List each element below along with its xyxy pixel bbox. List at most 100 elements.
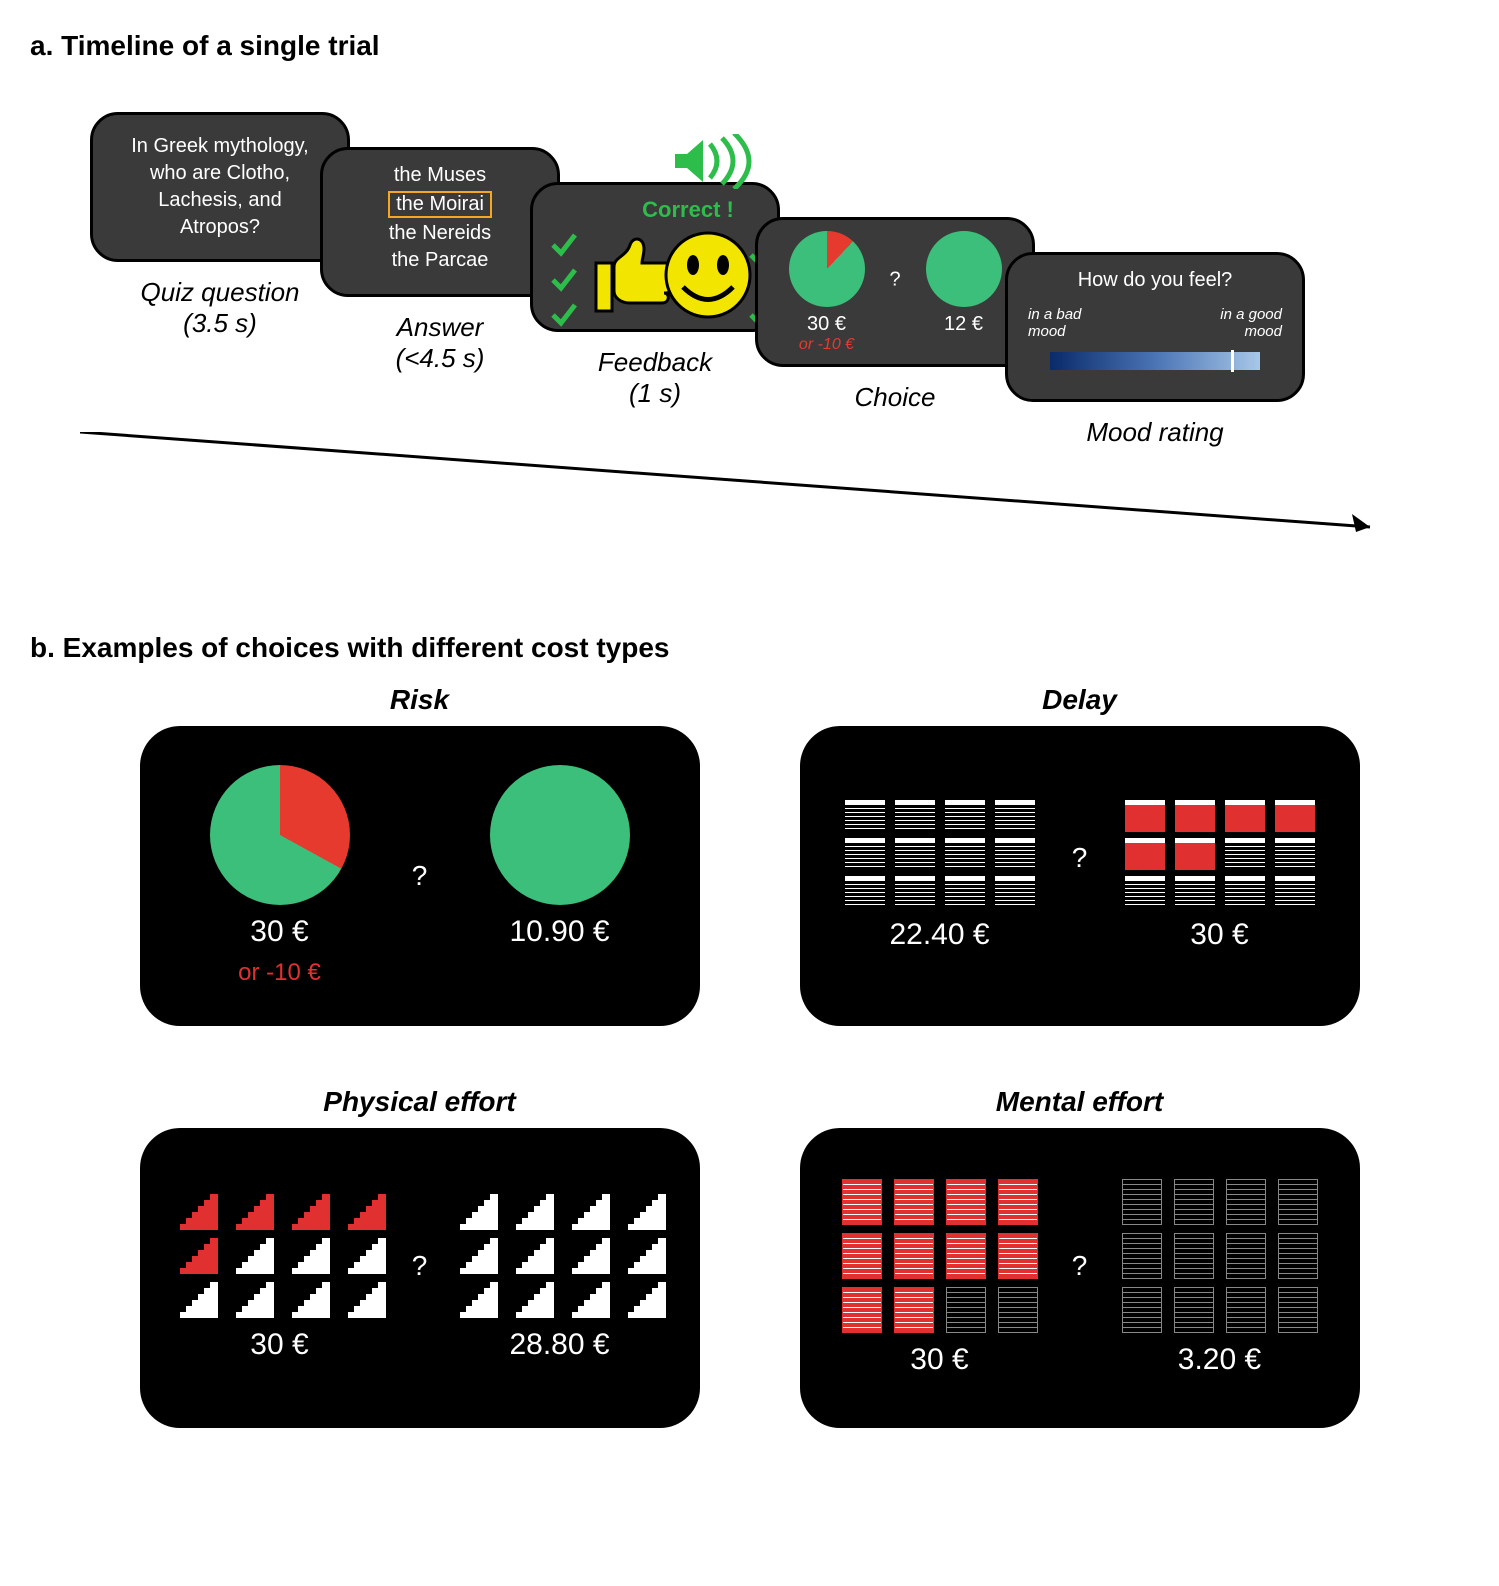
calendar-icon [1225, 876, 1265, 908]
staircase-icon [174, 1238, 218, 1274]
mental-card: 30 € ? 3.20 € [800, 1128, 1360, 1428]
quiz-label: Quiz question(3.5 s) [120, 277, 320, 339]
staircase-icon [286, 1282, 330, 1318]
calendar-icon [845, 876, 885, 908]
staircase-icon [566, 1238, 610, 1274]
page-icon [1122, 1233, 1162, 1279]
physical-item: Physical effort 30 € ? 28.80 € [140, 1086, 700, 1428]
calendar-icon [1175, 800, 1215, 832]
risk-item: Risk 30 € or -10 € ? 10.90 € [140, 684, 700, 1026]
choice-card: 30 € or -10 € ? 12 € [755, 217, 1035, 367]
risk-right-pie [490, 765, 630, 905]
page-icon [842, 1287, 882, 1333]
calendar-icon [1275, 800, 1315, 832]
page-icon [842, 1233, 882, 1279]
page-icon [946, 1233, 986, 1279]
page-icon [998, 1179, 1038, 1225]
mental-left-value: 30 € [910, 1343, 968, 1377]
physical-left-value: 30 € [250, 1328, 308, 1362]
staircase-icon [342, 1282, 386, 1318]
answer-option: the Parcae [323, 247, 557, 274]
calendar-icon [895, 838, 935, 870]
mood-slider[interactable] [1050, 352, 1260, 370]
timeline-arrow [80, 432, 1400, 552]
calendar-icon [1225, 800, 1265, 832]
risk-right-value: 10.90 € [509, 915, 609, 949]
staircase-icon [510, 1238, 554, 1274]
panel-b: b. Examples of choices with different co… [30, 632, 1469, 1428]
page-icon [1174, 1233, 1214, 1279]
mental-title: Mental effort [996, 1086, 1164, 1118]
svg-text:Correct !: Correct ! [642, 197, 734, 222]
physical-right-value: 28.80 € [509, 1328, 609, 1362]
delay-left-value: 22.40 € [889, 918, 989, 952]
panel-b-heading: b. Examples of choices with different co… [30, 632, 1469, 664]
panel-a: In Greek mythology, who are Clotho, Lach… [30, 82, 1469, 602]
page-icon [1122, 1179, 1162, 1225]
page-icon [1174, 1179, 1214, 1225]
calendar-icon [995, 876, 1035, 908]
quiz-card: In Greek mythology, who are Clotho, Lach… [90, 112, 350, 262]
staircase-icon [622, 1238, 666, 1274]
staircase-icon [342, 1238, 386, 1274]
delay-left-grid [845, 800, 1035, 908]
staircase-icon [622, 1194, 666, 1230]
physical-left-grid [174, 1194, 386, 1318]
answer-option: the Muses [323, 162, 557, 189]
choice-left-alt: or -10 € [758, 336, 895, 354]
physical-right-grid [454, 1194, 666, 1318]
answer-label: Answer(<4.5 s) [360, 312, 520, 374]
calendar-icon [1125, 800, 1165, 832]
staircase-icon [230, 1238, 274, 1274]
page-icon [998, 1287, 1038, 1333]
calendar-icon [1275, 838, 1315, 870]
delay-title: Delay [1042, 684, 1117, 716]
answer-option-selected: the Moirai [323, 189, 557, 220]
delay-q: ? [1072, 842, 1088, 874]
staircase-icon [286, 1238, 330, 1274]
mental-right-value: 3.20 € [1178, 1343, 1261, 1377]
page-icon [1278, 1179, 1318, 1225]
mood-title: How do you feel? [1028, 269, 1282, 292]
mood-right-label: in a goodmood [1220, 306, 1282, 340]
panel-a-heading: a. Timeline of a single trial [30, 30, 1469, 62]
physical-q: ? [412, 1250, 428, 1282]
calendar-icon [1225, 838, 1265, 870]
staircase-icon [622, 1282, 666, 1318]
page-icon [1278, 1233, 1318, 1279]
calendar-icon [945, 838, 985, 870]
mood-left-label: in a badmood [1028, 306, 1081, 340]
calendar-icon [945, 800, 985, 832]
calendar-icon [1175, 876, 1215, 908]
page-icon [1278, 1287, 1318, 1333]
staircase-icon [174, 1282, 218, 1318]
calendar-icon [995, 838, 1035, 870]
calendar-icon [1275, 876, 1315, 908]
choice-q: ? [889, 269, 900, 292]
delay-right-grid [1125, 800, 1315, 908]
staircase-icon [230, 1282, 274, 1318]
mental-left-grid [842, 1179, 1038, 1333]
delay-item: Delay 22.40 € ? 30 € [800, 684, 1360, 1026]
page-icon [894, 1287, 934, 1333]
risk-title: Risk [390, 684, 449, 716]
mental-q: ? [1072, 1250, 1088, 1282]
staircase-icon [230, 1194, 274, 1230]
mood-card: How do you feel? in a badmood in a goodm… [1005, 252, 1305, 402]
page-icon [1174, 1287, 1214, 1333]
calendar-icon [895, 876, 935, 908]
delay-card: 22.40 € ? 30 € [800, 726, 1360, 1026]
calendar-icon [845, 800, 885, 832]
feedback-card: Correct ! [530, 182, 780, 332]
page-icon [1122, 1287, 1162, 1333]
physical-title: Physical effort [323, 1086, 515, 1118]
speaker-icon [670, 134, 760, 189]
staircase-icon [454, 1194, 498, 1230]
staircase-icon [510, 1282, 554, 1318]
physical-card: 30 € ? 28.80 € [140, 1128, 700, 1428]
calendar-icon [995, 800, 1035, 832]
calendar-icon [1125, 838, 1165, 870]
page-icon [894, 1233, 934, 1279]
feedback-graphic: Correct ! [533, 185, 783, 335]
feedback-label: Feedback(1 s) [575, 347, 735, 409]
